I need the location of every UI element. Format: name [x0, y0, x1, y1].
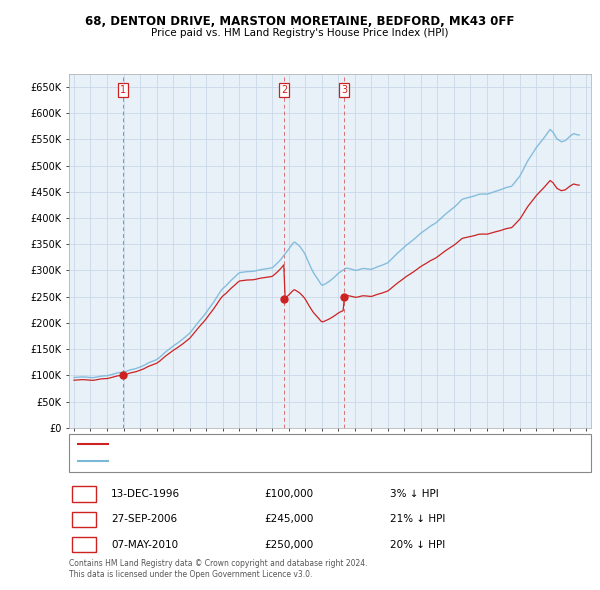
Text: 2: 2	[281, 85, 287, 94]
Text: 1: 1	[120, 85, 126, 94]
Text: £245,000: £245,000	[264, 514, 313, 524]
Text: 2: 2	[80, 514, 88, 524]
Text: £100,000: £100,000	[264, 489, 313, 499]
Text: 13-DEC-1996: 13-DEC-1996	[111, 489, 180, 499]
Text: Contains HM Land Registry data © Crown copyright and database right 2024.: Contains HM Land Registry data © Crown c…	[69, 559, 367, 568]
Text: 68, DENTON DRIVE, MARSTON MORETAINE, BEDFORD, MK43 0FF: 68, DENTON DRIVE, MARSTON MORETAINE, BED…	[85, 15, 515, 28]
Text: Price paid vs. HM Land Registry's House Price Index (HPI): Price paid vs. HM Land Registry's House …	[151, 28, 449, 38]
Text: £250,000: £250,000	[264, 540, 313, 549]
Text: HPI: Average price, detached house, Central Bedfordshire: HPI: Average price, detached house, Cent…	[114, 457, 363, 466]
Text: This data is licensed under the Open Government Licence v3.0.: This data is licensed under the Open Gov…	[69, 571, 313, 579]
Text: 27-SEP-2006: 27-SEP-2006	[111, 514, 177, 524]
Text: 07-MAY-2010: 07-MAY-2010	[111, 540, 178, 549]
Text: 3: 3	[80, 540, 88, 549]
Text: 3% ↓ HPI: 3% ↓ HPI	[390, 489, 439, 499]
Text: 68, DENTON DRIVE, MARSTON MORETAINE, BEDFORD, MK43 0FF (detached house): 68, DENTON DRIVE, MARSTON MORETAINE, BED…	[114, 440, 473, 449]
Text: 21% ↓ HPI: 21% ↓ HPI	[390, 514, 445, 524]
Text: 3: 3	[341, 85, 347, 94]
Text: 20% ↓ HPI: 20% ↓ HPI	[390, 540, 445, 549]
Text: 1: 1	[80, 489, 88, 499]
